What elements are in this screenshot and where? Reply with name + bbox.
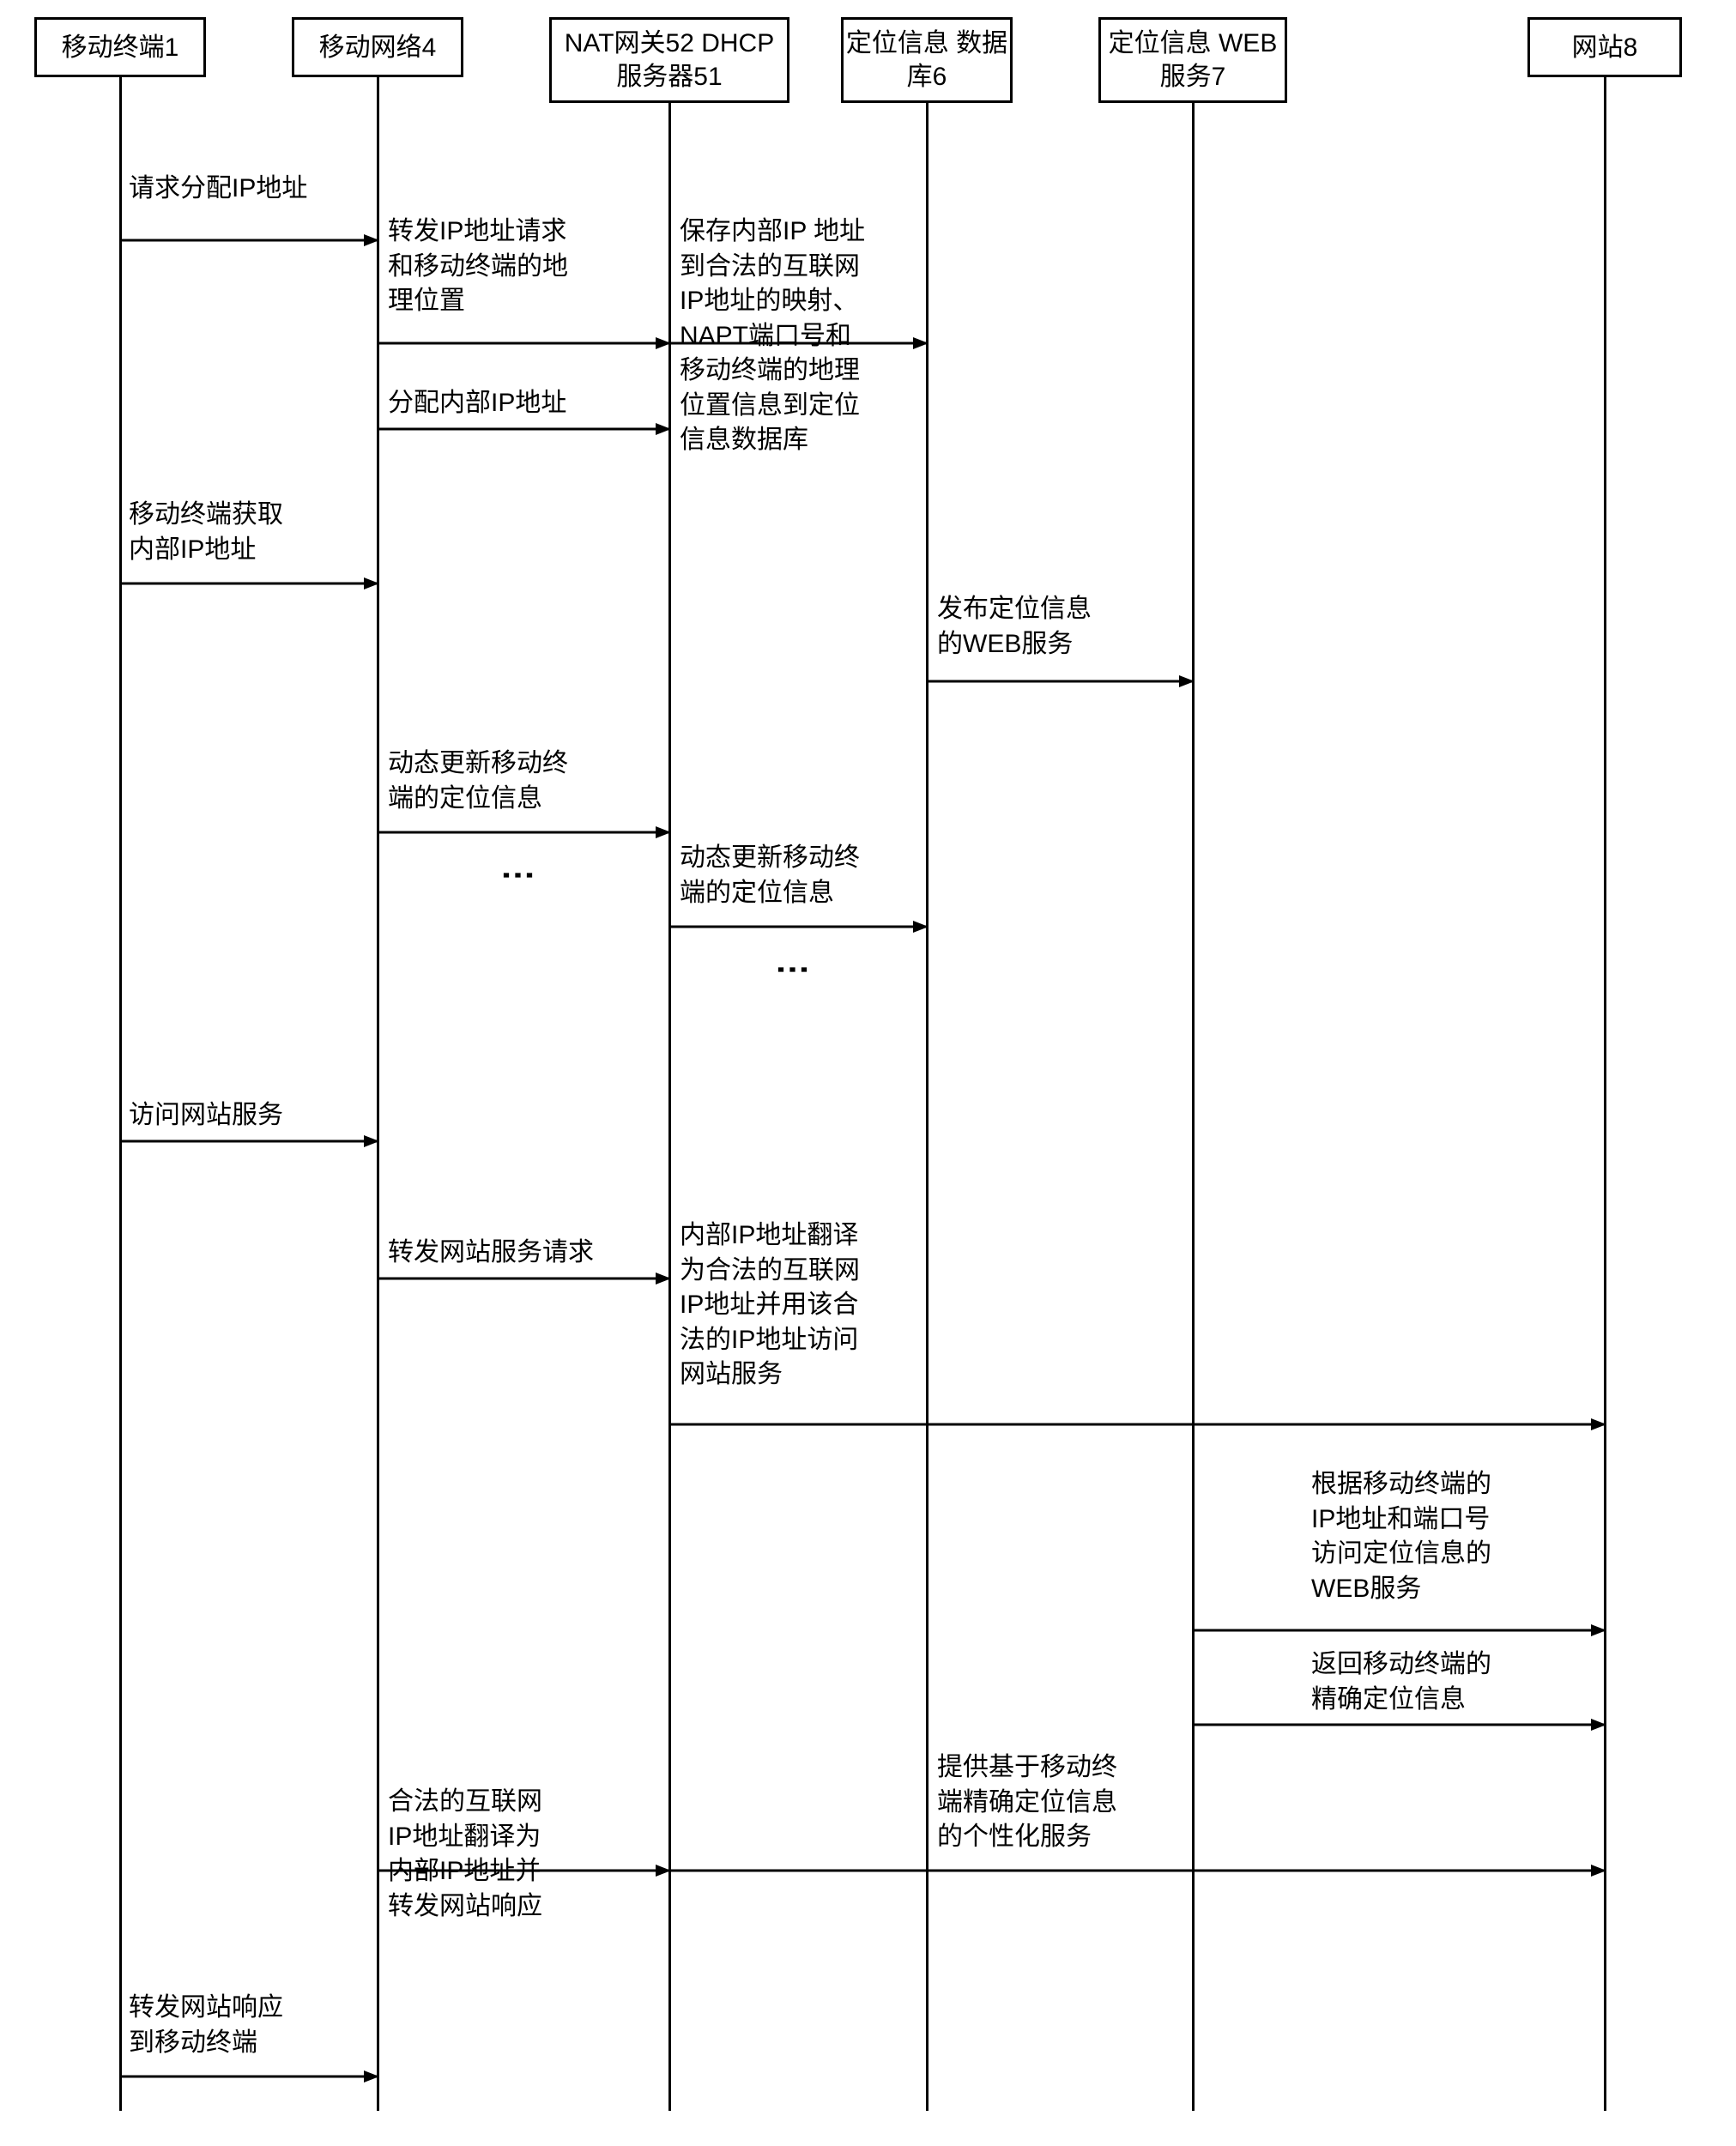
participant-p2: 移动网络4 [292, 17, 463, 77]
message-label: 合法的互联网 IP地址翻译为 内部IP地址并 转发网站响应 [388, 1785, 542, 1924]
message-label: 分配内部IP地址 [388, 386, 566, 421]
participant-p3: NAT网关52 DHCP服务器51 [549, 17, 789, 103]
message-label: 访问网站服务 [129, 1098, 283, 1133]
participant-label: 移动网络4 [319, 31, 437, 64]
message-label: 根据移动终端的 IP地址和端口号 访问定位信息的 WEB服务 [1311, 1467, 1491, 1606]
lifeline-p3 [668, 103, 671, 2111]
message-label: 动态更新移动终 端的定位信息 [388, 747, 568, 816]
arrow-layer [17, 17, 1719, 2129]
participant-p1: 移动终端1 [34, 17, 206, 77]
message-label: 移动终端获取 内部IP地址 [129, 498, 283, 567]
ellipsis-dots: ⋮ [789, 952, 796, 988]
lifeline-p2 [377, 77, 379, 2111]
ellipsis-dots: ⋮ [515, 858, 522, 894]
message-label: 保存内部IP 地址 到合法的互联网 IP地址的映射、 NAPT端口号和 移动终端… [680, 215, 865, 458]
participant-label: NAT网关52 DHCP服务器51 [552, 27, 787, 94]
message-label: 提供基于移动终 端精确定位信息 的个性化服务 [937, 1750, 1117, 1855]
message-label: 转发网站响应 到移动终端 [129, 1991, 283, 2060]
participant-p5: 定位信息 WEB服务7 [1098, 17, 1287, 103]
lifeline-p5 [1192, 103, 1195, 2111]
message-label: 转发IP地址请求 和移动终端的地 理位置 [388, 215, 568, 319]
participant-p4: 定位信息 数据库6 [841, 17, 1013, 103]
participant-label: 定位信息 数据库6 [844, 27, 1010, 94]
message-label: 发布定位信息 的WEB服务 [937, 592, 1092, 662]
participant-label: 定位信息 WEB服务7 [1101, 27, 1285, 94]
participant-label: 网站8 [1572, 31, 1638, 64]
lifeline-p1 [119, 77, 122, 2111]
message-label: 内部IP地址翻译 为合法的互联网 IP地址并用该合 法的IP地址访问 网站服务 [680, 1218, 860, 1393]
message-label: 转发网站服务请求 [388, 1236, 594, 1271]
lifeline-p4 [926, 103, 928, 2111]
participant-p6: 网站8 [1527, 17, 1682, 77]
sequence-diagram: 移动终端1 移动网络4 NAT网关52 DHCP服务器51 定位信息 数据库6 定位信息… [17, 17, 1719, 2129]
message-label: 请求分配IP地址 [129, 172, 307, 207]
participant-label: 移动终端1 [62, 31, 179, 64]
lifeline-p6 [1604, 77, 1606, 2111]
message-label: 返回移动终端的 精确定位信息 [1311, 1647, 1491, 1717]
message-label: 动态更新移动终 端的定位信息 [680, 841, 860, 910]
